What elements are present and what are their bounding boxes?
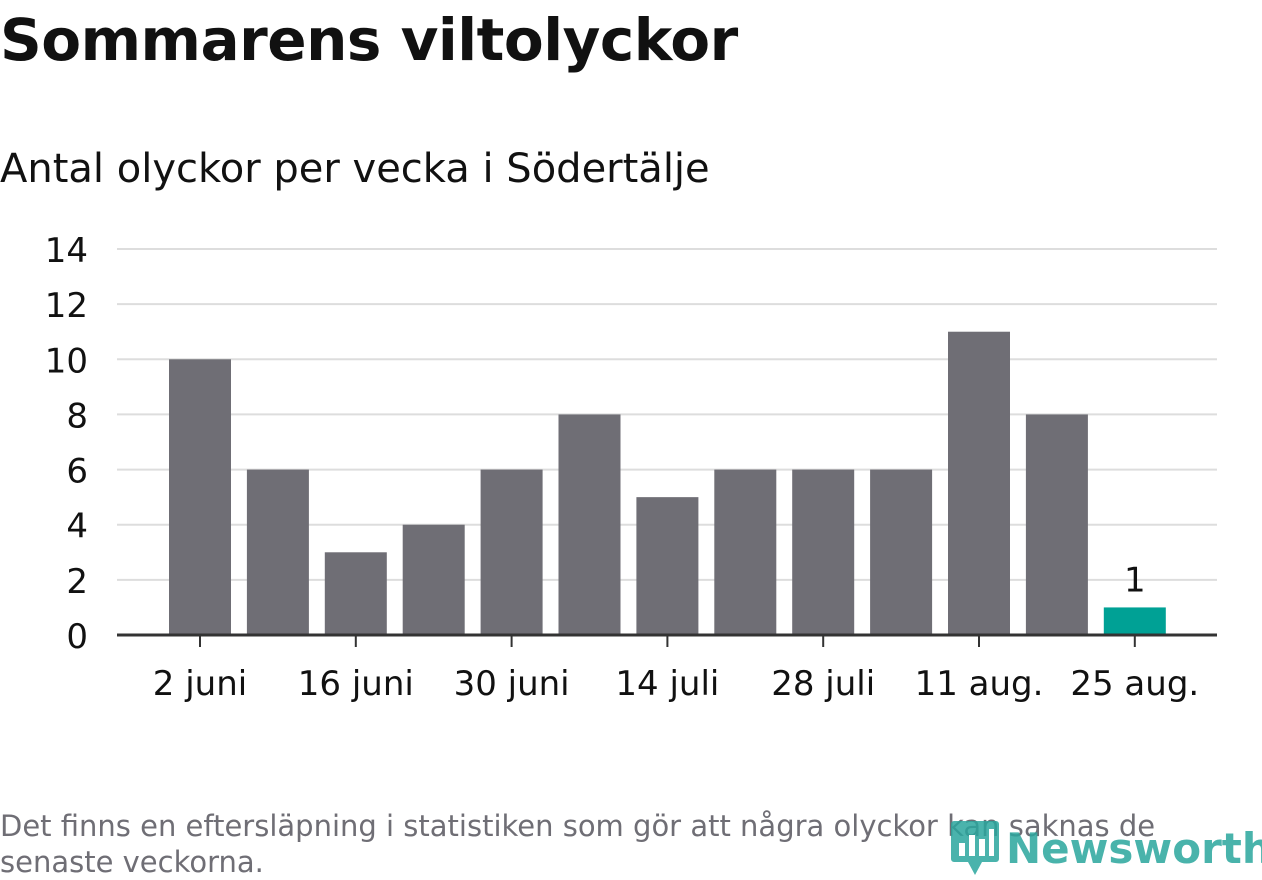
bar [1103,607,1166,635]
y-tick-label: 6 [66,452,88,492]
bar [714,469,777,635]
x-tick-label: 28 juli [771,664,875,704]
bar [792,469,855,635]
y-axis-ticks: 0 2 4 6 8 10 12 14 [45,231,88,657]
x-tick-label: 2 juni [153,664,247,704]
bar [870,469,933,635]
chart-pin-icon [951,821,999,875]
bars [169,331,1166,635]
bar [1025,414,1088,635]
y-tick-label: 14 [45,231,88,271]
bar [324,552,387,635]
bar-chart: 0 2 4 6 8 10 12 14 1 2 juni 16 juni 30 juni 14 jul… [45,231,1217,704]
logo-text: Newsworthy [1006,823,1262,873]
newsworthy-logo: Newsworthy [950,818,1262,878]
y-tick-label: 12 [45,286,88,326]
x-tick-label: 30 juni [454,664,570,704]
y-tick-label: 8 [66,396,88,436]
bar [169,359,231,635]
x-tick-label: 11 aug. [915,664,1044,704]
x-axis-ticks: 2 juni 16 juni 30 juni 14 juli 28 juli 11 aug… [153,635,1199,704]
y-tick-label: 0 [66,617,88,657]
x-tick-label: 16 juni [298,664,414,704]
y-tick-label: 2 [66,562,88,602]
chart-title: Sommarens viltolyckor [0,6,738,74]
x-tick-label: 14 juli [615,664,719,704]
bar [246,469,309,635]
y-tick-label: 4 [66,507,88,547]
bar [948,331,1010,635]
bar [636,497,699,635]
bar [480,469,543,635]
x-tick-label: 25 aug. [1070,664,1199,704]
y-tick-label: 10 [45,341,88,381]
data-label: 1 [1124,560,1146,600]
data-labels: 1 [1124,560,1146,600]
chart-subtitle: Antal olyckor per vecka i Södertälje [0,146,710,192]
bar [402,524,465,635]
bar [558,414,621,635]
